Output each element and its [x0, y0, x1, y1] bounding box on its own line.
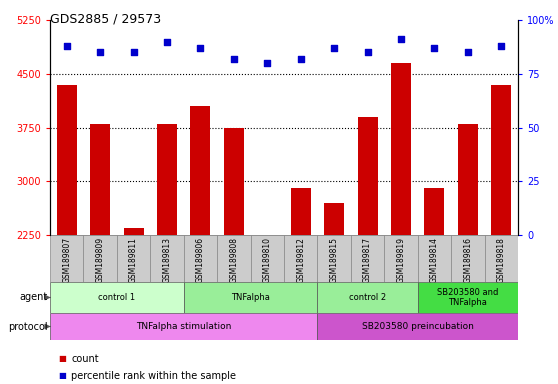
- Text: GSM189815: GSM189815: [330, 237, 339, 283]
- Text: GDS2885 / 29573: GDS2885 / 29573: [50, 12, 161, 25]
- Bar: [50, 282, 184, 313]
- Point: [430, 45, 439, 51]
- Bar: [117, 235, 150, 282]
- Text: SB203580 and
TNFalpha: SB203580 and TNFalpha: [437, 288, 498, 307]
- Text: GSM189810: GSM189810: [263, 237, 272, 283]
- Bar: [318, 313, 518, 340]
- Text: GSM189814: GSM189814: [430, 237, 439, 283]
- Point: [397, 36, 406, 42]
- Point: [95, 49, 104, 55]
- Bar: [451, 235, 484, 282]
- Bar: [418, 282, 518, 313]
- Bar: [391, 63, 411, 235]
- Text: GSM189812: GSM189812: [296, 237, 305, 283]
- Point: [62, 43, 71, 49]
- Text: control 2: control 2: [349, 293, 386, 302]
- Bar: [324, 203, 344, 235]
- Bar: [157, 124, 177, 235]
- Bar: [318, 282, 418, 313]
- Text: GSM189807: GSM189807: [62, 237, 71, 283]
- Point: [129, 49, 138, 55]
- Bar: [84, 235, 117, 282]
- Bar: [358, 117, 378, 235]
- Bar: [184, 282, 318, 313]
- Bar: [50, 235, 84, 282]
- Text: count: count: [71, 354, 99, 364]
- Text: GSM189819: GSM189819: [397, 237, 406, 283]
- Bar: [484, 235, 518, 282]
- Text: agent: agent: [20, 293, 48, 303]
- Text: ■: ■: [59, 354, 66, 363]
- Point: [296, 56, 305, 62]
- Text: percentile rank within the sample: percentile rank within the sample: [71, 371, 236, 381]
- Bar: [491, 84, 511, 235]
- Bar: [458, 124, 478, 235]
- Text: GSM189806: GSM189806: [196, 237, 205, 283]
- Text: TNFalpha stimulation: TNFalpha stimulation: [136, 322, 232, 331]
- Point: [330, 45, 339, 51]
- Point: [162, 38, 171, 45]
- Point: [263, 60, 272, 66]
- Bar: [150, 235, 184, 282]
- Text: GSM189818: GSM189818: [497, 237, 506, 283]
- Bar: [418, 235, 451, 282]
- Point: [497, 43, 506, 49]
- Text: GSM189813: GSM189813: [162, 237, 171, 283]
- Text: control 1: control 1: [98, 293, 136, 302]
- Text: ■: ■: [59, 371, 66, 380]
- Bar: [284, 235, 318, 282]
- Bar: [217, 235, 251, 282]
- Bar: [318, 235, 351, 282]
- Bar: [351, 235, 384, 282]
- Text: TNFalpha: TNFalpha: [231, 293, 270, 302]
- Bar: [50, 313, 318, 340]
- Text: GSM189811: GSM189811: [129, 237, 138, 283]
- Text: GSM189809: GSM189809: [95, 237, 105, 283]
- Text: SB203580 preincubation: SB203580 preincubation: [362, 322, 474, 331]
- Point: [363, 49, 372, 55]
- Bar: [251, 235, 284, 282]
- Point: [463, 49, 472, 55]
- Bar: [425, 189, 445, 235]
- Bar: [190, 106, 210, 235]
- Bar: [184, 235, 217, 282]
- Text: GSM189816: GSM189816: [463, 237, 473, 283]
- Text: protocol: protocol: [8, 321, 48, 331]
- Text: GSM189808: GSM189808: [229, 237, 238, 283]
- Point: [196, 45, 205, 51]
- Text: GSM189817: GSM189817: [363, 237, 372, 283]
- Bar: [123, 228, 143, 235]
- Point: [229, 56, 238, 62]
- Bar: [224, 127, 244, 235]
- Bar: [291, 189, 311, 235]
- Bar: [90, 124, 110, 235]
- Bar: [384, 235, 418, 282]
- Bar: [57, 84, 77, 235]
